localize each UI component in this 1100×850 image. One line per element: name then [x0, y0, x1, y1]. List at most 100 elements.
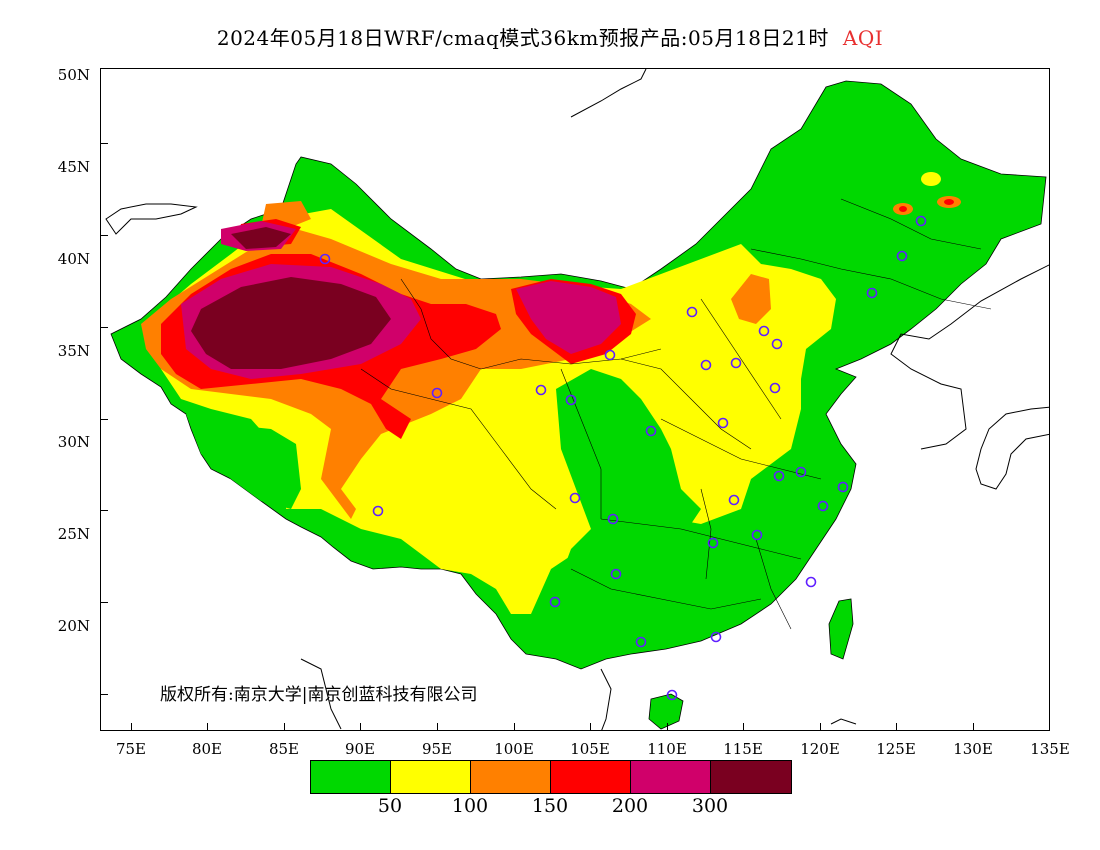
lon-tick: [820, 723, 821, 731]
lon-label-135e: 135E: [1030, 740, 1070, 758]
station-marker: [686, 306, 698, 318]
station-marker: [604, 349, 616, 361]
station-marker: [645, 425, 657, 437]
lon-label-130e: 130E: [953, 740, 993, 758]
lat-tick: [100, 419, 108, 420]
station-marker: [707, 537, 719, 549]
station-marker: [700, 359, 712, 371]
legend-swatch-3: [471, 761, 551, 793]
station-marker: [565, 394, 577, 406]
lon-tick: [514, 723, 515, 731]
lat-tick: [100, 510, 108, 511]
forecast-map: [100, 68, 1050, 731]
lon-label-115e: 115E: [723, 740, 763, 758]
station-marker: [751, 529, 763, 541]
station-marker: [771, 338, 783, 350]
station-marker: [795, 466, 807, 478]
lon-tick: [590, 723, 591, 731]
legend-label-300: 300: [691, 795, 729, 817]
province-borders: [360, 198, 992, 630]
lon-label-90e: 90E: [344, 740, 376, 758]
station-marker: [817, 500, 829, 512]
lon-tick: [667, 723, 668, 731]
legend-swatch-5: [631, 761, 711, 793]
map-canvas: [105, 69, 1049, 730]
lon-label-125e: 125E: [876, 740, 916, 758]
lon-tick: [743, 723, 744, 731]
station-marker: [769, 382, 781, 394]
aqi-zone-magenta-mongolia: [516, 281, 621, 354]
station-marker: [666, 689, 678, 701]
lon-tick: [437, 723, 438, 731]
station-marker: [730, 357, 742, 369]
lat-label-25n: 25N: [57, 525, 90, 543]
aqi-zone-maroon-north: [231, 227, 291, 249]
lon-tick: [896, 723, 897, 731]
station-marker: [372, 505, 384, 517]
legend-label-150: 150: [531, 795, 569, 817]
legend-swatch-4: [551, 761, 631, 793]
neighbor-coastlines: [105, 69, 1049, 730]
lon-label-110e: 110E: [647, 740, 687, 758]
station-marker: [319, 253, 331, 265]
station-marker: [896, 250, 908, 262]
aqi-hotspot-northeast-5: [921, 172, 941, 186]
station-marker: [837, 481, 849, 493]
legend-label-100: 100: [451, 795, 489, 817]
legend-label-200: 200: [611, 795, 649, 817]
legend-swatch-6: [711, 761, 791, 793]
lon-label-85e: 85E: [268, 740, 300, 758]
hainan-island: [648, 693, 684, 730]
title-text: 2024年05月18日WRF/cmaq模式36km预报产品:05月18日21时: [216, 26, 829, 50]
lat-tick: [100, 602, 108, 603]
lat-label-20n: 20N: [57, 617, 90, 635]
station-marker: [710, 631, 722, 643]
lon-tick: [360, 723, 361, 731]
aqi-hotspot-northeast-3: [944, 199, 954, 205]
lon-tick: [284, 723, 285, 731]
lon-label-100e: 100E: [494, 740, 534, 758]
station-marker: [866, 287, 878, 299]
lon-label-75e: 75E: [115, 740, 147, 758]
station-marker: [569, 492, 581, 504]
copyright-text: 版权所有:南京大学|南京创蓝科技有限公司: [160, 685, 478, 705]
station-markers: [319, 215, 927, 701]
station-marker: [773, 470, 785, 482]
station-marker: [607, 513, 619, 525]
legend-swatch-1: [311, 761, 391, 793]
lat-label-35n: 35N: [57, 342, 90, 360]
station-marker: [610, 568, 622, 580]
lon-tick: [207, 723, 208, 731]
lon-tick: [973, 723, 974, 731]
station-marker: [915, 215, 927, 227]
lon-tick: [131, 723, 132, 731]
legend-swatch-2: [391, 761, 471, 793]
lat-tick: [100, 694, 108, 695]
legend-label-50: 50: [377, 795, 403, 817]
lat-label-50n: 50N: [57, 66, 90, 84]
station-marker: [717, 417, 729, 429]
aqi-zone-green-southwest: [186, 414, 301, 509]
station-marker: [635, 636, 647, 648]
lat-label-40n: 40N: [57, 250, 90, 268]
station-marker: [728, 494, 740, 506]
station-marker: [549, 596, 561, 608]
variable-label: AQI: [842, 26, 884, 50]
lon-label-80e: 80E: [191, 740, 223, 758]
station-marker: [758, 325, 770, 337]
aqi-zone-maroon-tarim: [191, 277, 391, 369]
aqi-legend: [310, 760, 792, 794]
aqi-zone-orange-east: [731, 274, 771, 324]
map-title: 2024年05月18日WRF/cmaq模式36km预报产品:05月18日21时 A…: [0, 22, 1100, 51]
lat-label-30n: 30N: [57, 433, 90, 451]
lat-label-45n: 45N: [57, 158, 90, 176]
station-marker: [535, 384, 547, 396]
lon-label-105e: 105E: [570, 740, 610, 758]
lat-tick: [100, 327, 108, 328]
lat-tick: [100, 143, 108, 144]
station-marker: [805, 576, 817, 588]
aqi-zone-green-central: [556, 369, 701, 629]
station-marker: [431, 387, 443, 399]
lon-label-95e: 95E: [421, 740, 453, 758]
aqi-hotspot-northeast-4: [899, 206, 907, 212]
